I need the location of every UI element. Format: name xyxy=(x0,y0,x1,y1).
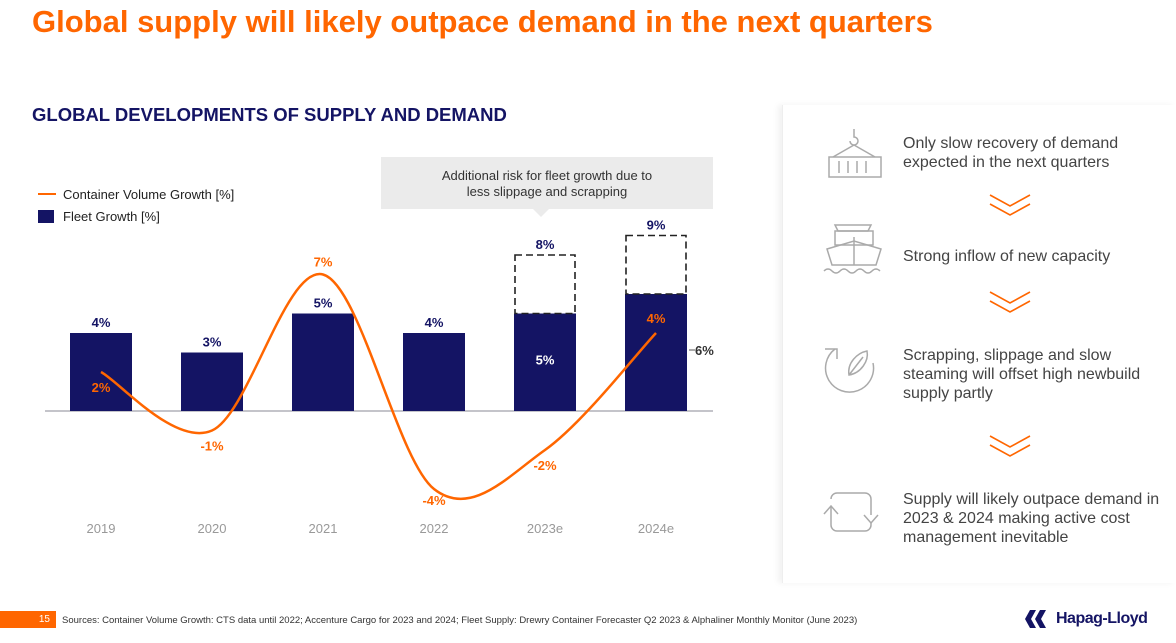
bar-fleet-growth xyxy=(625,294,687,411)
bar-fleet-growth xyxy=(292,313,354,411)
line-container-volume xyxy=(100,273,657,501)
legend-label: Container Volume Growth [%] xyxy=(63,186,235,202)
data-label-bar: 3% xyxy=(203,335,222,350)
chart-subtitle: GLOBAL DEVELOPMENTS OF SUPPLY AND DEMAND xyxy=(32,104,507,125)
callout-line: less slippage and scrapping xyxy=(466,184,628,199)
bar-fleet-growth xyxy=(181,352,243,411)
chevron-down-icon xyxy=(989,291,1031,313)
x-tick-label: 2023e xyxy=(527,521,563,536)
callout-line: Additional risk for fleet growth due to xyxy=(441,168,653,183)
risk-callout: Additional risk for fleet growth due to … xyxy=(381,157,713,217)
legend-swatch-line xyxy=(38,193,56,195)
data-label-line: -1% xyxy=(200,439,224,454)
legend-item-volume: Container Volume Growth [%] xyxy=(38,183,234,205)
sources-note: Sources: Container Volume Growth: CTS da… xyxy=(62,615,858,626)
page-number: 15 xyxy=(0,611,56,628)
legend-swatch-bar xyxy=(38,209,54,223)
panel-item-text: Only slow recovery of demand expected in… xyxy=(903,135,1119,171)
data-label-line: -2% xyxy=(533,458,557,473)
chevron-down-icon xyxy=(989,435,1031,457)
page-title: Global supply will likely outpace demand… xyxy=(32,4,933,39)
data-label-line: -4% xyxy=(422,493,446,508)
chart: 4% 2019 3% 2020 5% 2021 4% 2022 8% 5% 2023e 9% 6% 202… xyxy=(45,218,714,536)
logo-text: Hapag-Lloyd xyxy=(1056,610,1148,627)
bar-fleet-growth xyxy=(403,333,465,411)
hapag-lloyd-logo: Hapag-Lloyd xyxy=(1022,608,1148,630)
x-tick-label: 2022 xyxy=(420,521,449,536)
chevron-down-icon xyxy=(989,194,1031,216)
x-tick-label: 2021 xyxy=(309,521,338,536)
data-label-line: 2% xyxy=(92,380,111,395)
data-label-bar: 5% xyxy=(314,296,333,311)
data-label-bar: 4% xyxy=(425,315,444,330)
panel-item-text: Strong inflow of new capacity xyxy=(903,248,1111,265)
x-tick-label: 2019 xyxy=(87,521,116,536)
bar-fleet-growth xyxy=(514,313,576,411)
data-label-bar: 5% xyxy=(536,352,555,367)
bar-risk-dashed xyxy=(514,254,576,315)
legend-item-fleet: Fleet Growth [%] xyxy=(38,205,234,227)
bar-risk-dashed xyxy=(625,234,687,295)
cycle-arrows-icon xyxy=(823,492,879,532)
data-label-risk: 8% xyxy=(536,237,555,252)
data-label-bar: 4% xyxy=(92,315,111,330)
legend: Container Volume Growth [%] Fleet Growth… xyxy=(38,183,234,227)
logo-mark-icon xyxy=(1025,610,1046,628)
panel-item-text: Scrapping, slippage and slow steaming wi… xyxy=(903,347,1141,402)
data-label-line: 4% xyxy=(647,311,666,326)
legend-label: Fleet Growth [%] xyxy=(63,208,160,224)
container-crane-icon xyxy=(828,129,882,178)
x-tick-label: 2020 xyxy=(198,521,227,536)
ship-icon xyxy=(823,224,882,274)
recycle-leaf-icon xyxy=(824,348,875,393)
summary-panel: Only slow recovery of demand expected in… xyxy=(782,105,1176,583)
panel-item-text: Supply will likely outpace demand in 202… xyxy=(903,491,1160,546)
data-label-line: 7% xyxy=(314,255,333,270)
x-tick-label: 2024e xyxy=(638,521,674,536)
data-label-risk: 9% xyxy=(647,218,666,233)
data-label-bar: 6% xyxy=(695,343,714,358)
